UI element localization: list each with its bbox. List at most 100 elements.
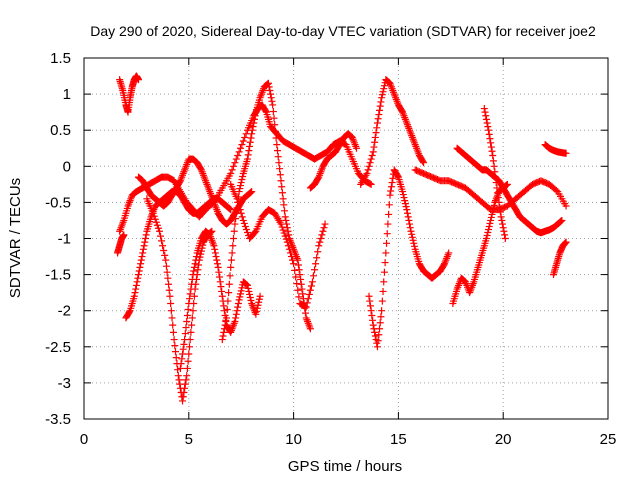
data-point — [406, 224, 414, 232]
data-point — [179, 345, 187, 353]
data-point — [149, 209, 157, 217]
data-point — [482, 235, 490, 242]
data-point — [410, 242, 418, 250]
data-point — [232, 314, 240, 322]
data-point — [233, 307, 241, 315]
data-point — [240, 219, 248, 227]
data-point — [227, 206, 235, 214]
chart-title: Day 290 of 2020, Sidereal Day-to-day VTE… — [90, 23, 596, 39]
data-point — [383, 239, 391, 247]
data-point — [305, 290, 313, 298]
data-point — [220, 325, 228, 333]
data-point — [246, 189, 254, 197]
data-point — [374, 115, 382, 123]
data-point — [271, 127, 279, 135]
data-point — [318, 231, 326, 239]
plot-frame — [83, 57, 609, 420]
data-point — [498, 216, 506, 224]
data-point — [369, 321, 377, 329]
data-point — [402, 203, 410, 211]
data-point — [368, 151, 376, 159]
data-point — [282, 216, 290, 224]
data-point — [376, 325, 384, 333]
data-point — [137, 260, 145, 268]
data-point — [373, 343, 381, 351]
data-point — [192, 256, 200, 264]
data-point — [315, 242, 323, 250]
data-point — [281, 232, 289, 240]
data-point — [235, 202, 243, 210]
data-point — [558, 216, 566, 224]
data-point — [211, 245, 219, 253]
data-point — [297, 280, 305, 288]
data-point — [243, 281, 251, 289]
data-point — [180, 340, 188, 348]
data-point — [242, 280, 250, 288]
data-point — [487, 139, 495, 147]
x-tick-label: 25 — [600, 431, 617, 448]
data-point — [244, 284, 252, 292]
data-point — [247, 188, 255, 196]
data-point — [394, 172, 402, 180]
data-point — [255, 295, 263, 303]
data-point — [197, 250, 205, 258]
data-point — [389, 174, 397, 182]
data-point — [489, 207, 497, 215]
data-point — [307, 282, 315, 290]
data-point — [494, 189, 502, 197]
data-point — [228, 166, 236, 174]
data-point — [387, 187, 395, 195]
y-tick-label: -1 — [58, 231, 71, 248]
data-point — [375, 331, 383, 339]
data-point — [376, 106, 384, 114]
data-point — [410, 239, 418, 247]
data-point — [190, 292, 198, 300]
data-point — [139, 249, 147, 257]
data-point — [189, 271, 197, 279]
data-point — [155, 227, 163, 235]
data-point — [283, 238, 291, 246]
data-point — [400, 194, 408, 202]
data-point — [232, 155, 240, 163]
x-tick-label: 0 — [80, 431, 88, 448]
data-point — [188, 321, 196, 329]
data-point — [496, 203, 504, 211]
y-tick-label: -2 — [58, 303, 71, 320]
data-point — [319, 227, 327, 235]
data-point — [227, 170, 235, 178]
data-point — [241, 133, 249, 141]
data-point — [404, 213, 412, 221]
data-point — [187, 328, 195, 336]
data-point — [219, 332, 227, 340]
series-arc-r — [114, 231, 128, 257]
data-point — [231, 318, 239, 326]
data-point — [369, 148, 377, 156]
data-point — [237, 144, 245, 152]
data-point — [187, 285, 195, 293]
data-point — [378, 297, 386, 305]
data-point — [230, 235, 238, 242]
data-point — [488, 210, 496, 218]
data-point — [252, 310, 260, 318]
data-point — [401, 197, 409, 205]
data-point — [251, 112, 259, 120]
data-point — [246, 142, 254, 150]
data-point — [373, 119, 381, 127]
data-point — [376, 319, 384, 327]
data-point — [489, 151, 497, 159]
data-point — [237, 182, 245, 190]
data-point — [281, 207, 289, 215]
data-point — [499, 220, 507, 228]
data-point — [380, 85, 388, 93]
data-point — [162, 262, 170, 270]
data-point — [168, 314, 176, 322]
data-point — [266, 86, 274, 94]
data-point — [379, 88, 387, 96]
data-point — [387, 183, 395, 191]
data-point — [227, 263, 235, 271]
data-point — [248, 188, 256, 196]
data-point — [385, 201, 393, 209]
data-point — [254, 301, 262, 309]
data-point — [238, 141, 246, 149]
